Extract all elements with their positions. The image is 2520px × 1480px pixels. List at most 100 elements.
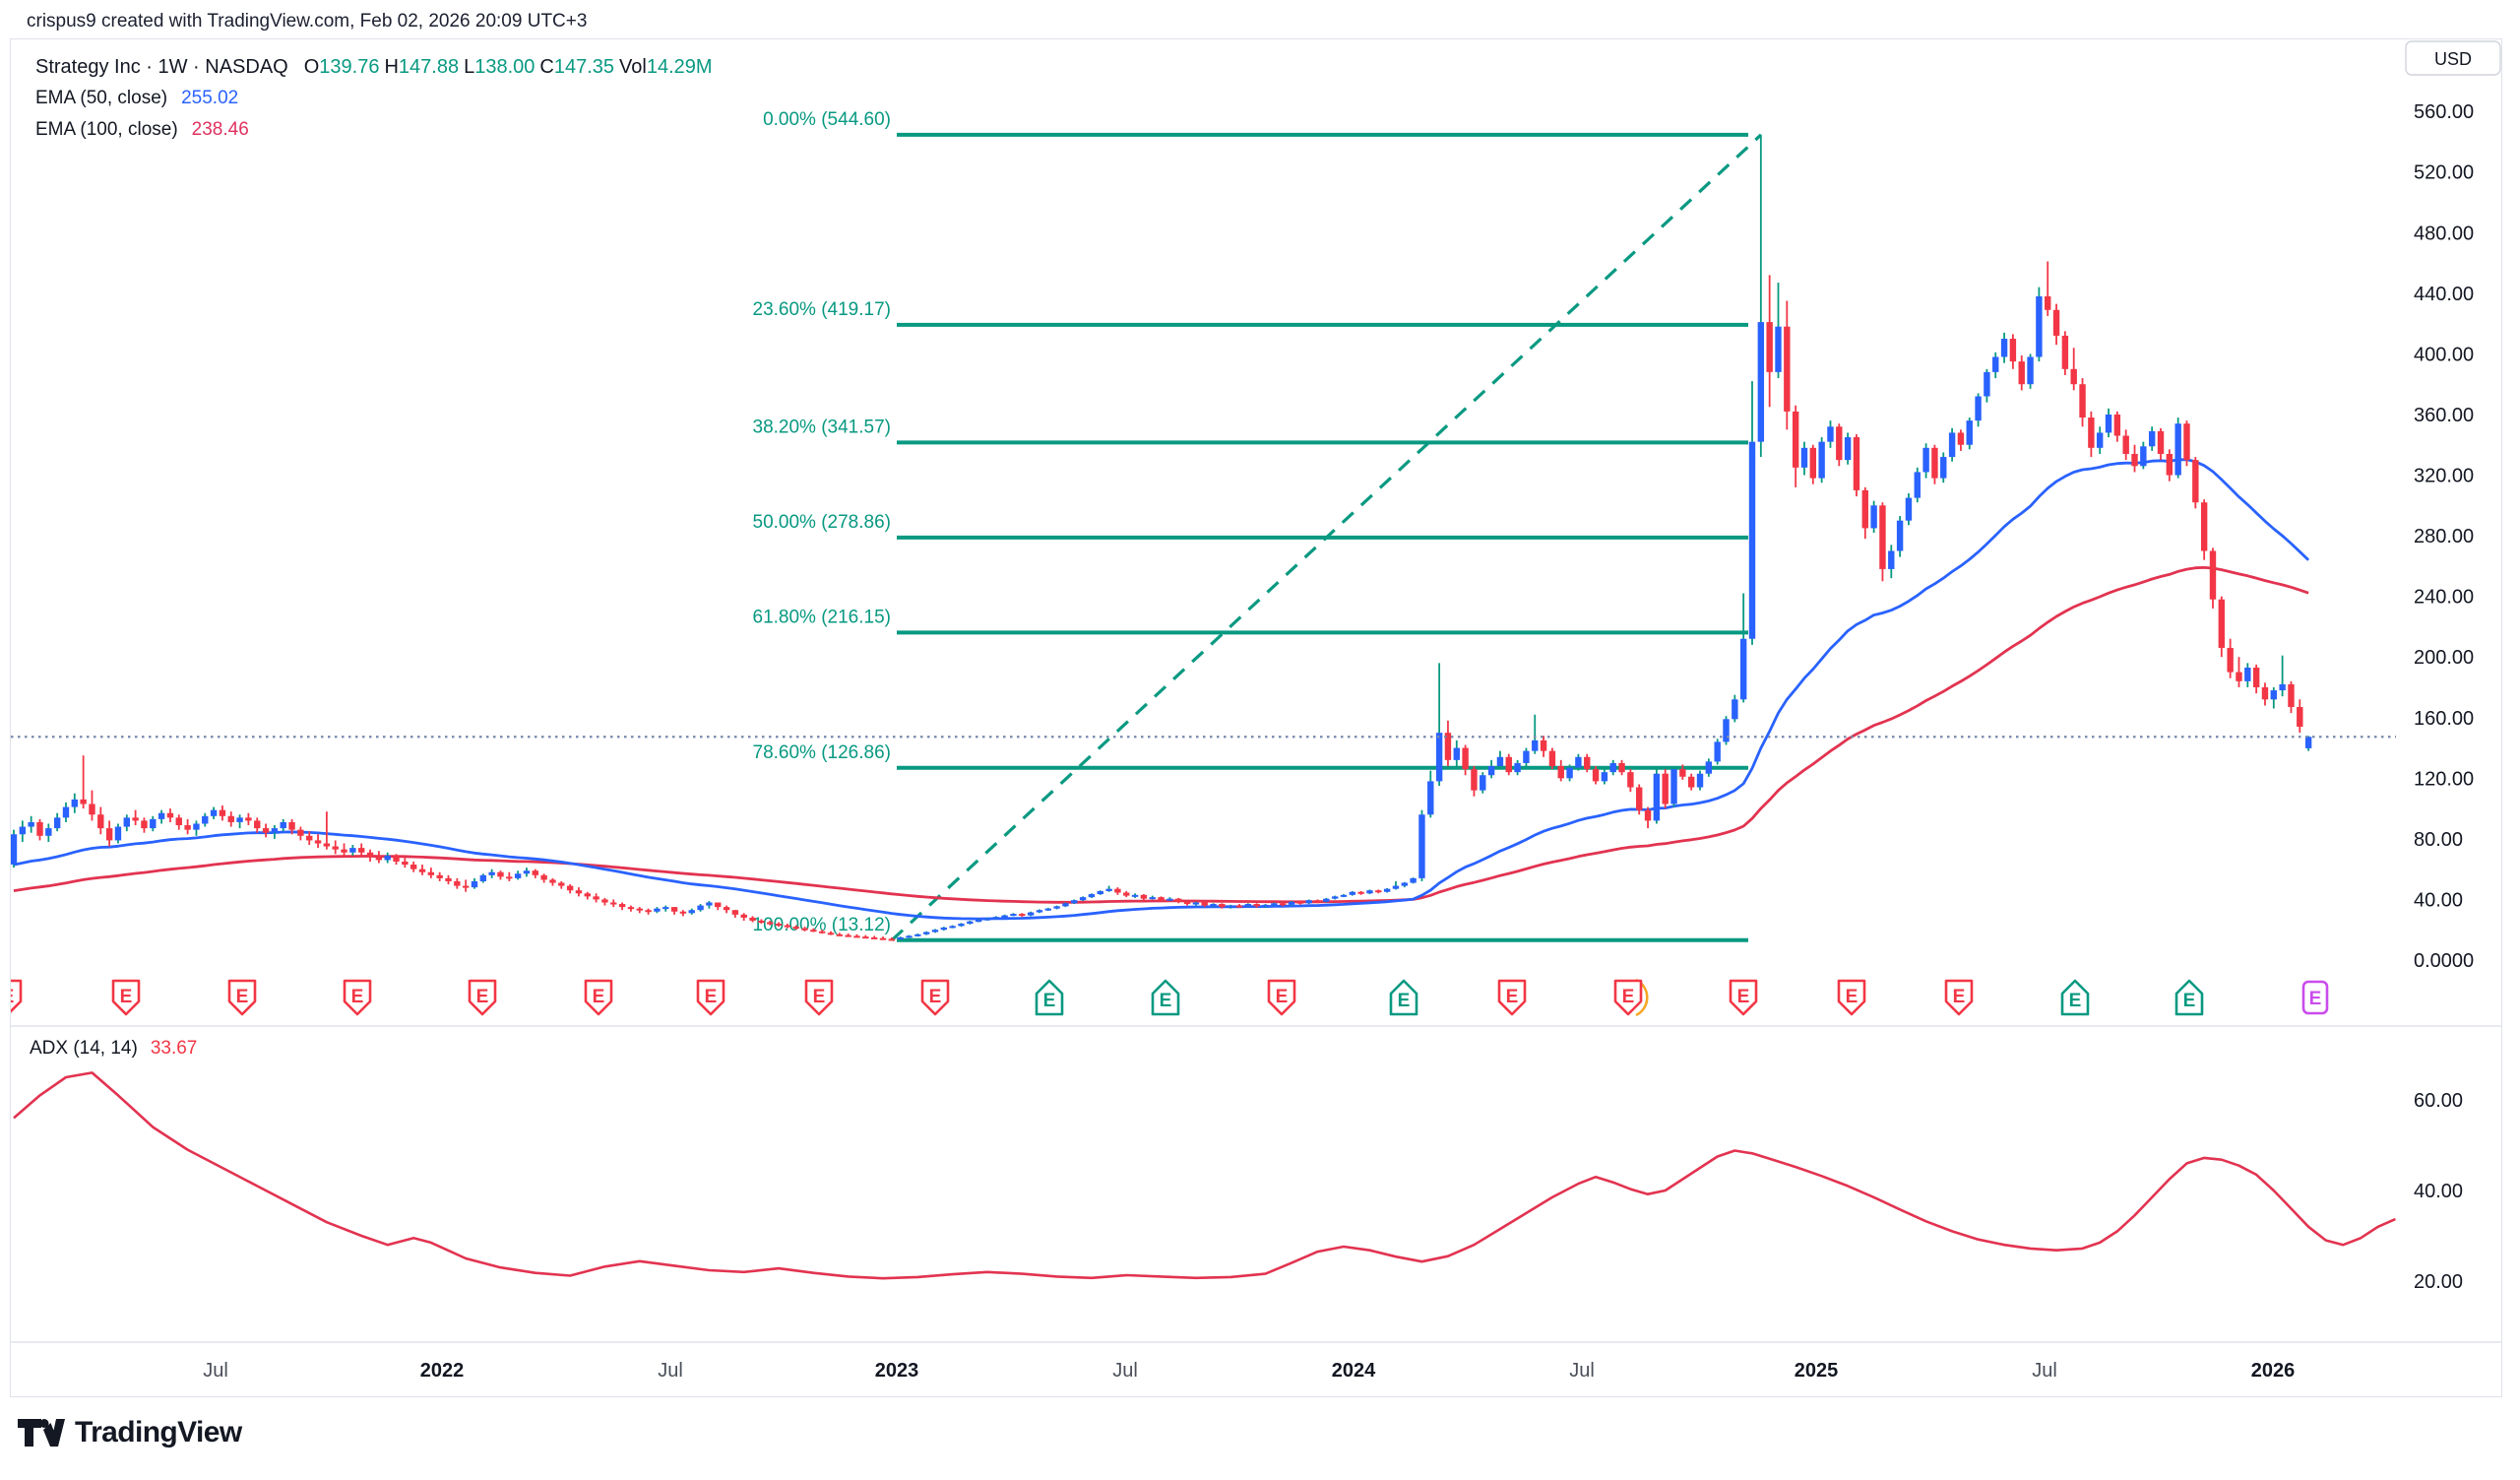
candle-body (393, 855, 400, 862)
chart-card (10, 38, 2502, 1397)
candle-body (1496, 756, 1504, 767)
currency-chip[interactable] (2405, 40, 2501, 76)
earnings-badge[interactable]: E (1837, 979, 1866, 1016)
earnings-badge-letter: E (1398, 991, 1411, 1011)
candle-body (366, 852, 374, 858)
candle-body (1088, 894, 1096, 898)
earnings-badge-letter: E (236, 987, 249, 1007)
adx-legend-row[interactable]: ADX (14, 14) 33.67 (30, 1038, 197, 1060)
tradingview-logo-icon (18, 1419, 65, 1447)
candle-body (1019, 914, 1026, 917)
candle-body (175, 817, 182, 826)
candle-body (2157, 430, 2165, 454)
earnings-badge-letter: E (593, 987, 605, 1007)
ema50-legend-row[interactable]: EMA (50, close) 255.02 (35, 83, 713, 114)
candle-body (28, 821, 34, 827)
earnings-badge[interactable]: E (111, 979, 141, 1016)
earnings-badge[interactable]: E (2174, 979, 2204, 1016)
candle-body (845, 934, 851, 937)
adx-pane[interactable] (13, 1071, 2396, 1280)
earnings-badge[interactable]: E (343, 979, 372, 1016)
candle-body (1679, 769, 1686, 777)
earnings-badge[interactable]: E (584, 979, 613, 1016)
symbol-legend-row[interactable]: Strategy Inc · 1W · NASDAQ O 139.76 H 147.… (35, 51, 713, 83)
ema50-label: EMA (50, close) (35, 88, 168, 108)
candle-body (384, 855, 391, 861)
candle-body (19, 826, 27, 835)
candle-body (818, 931, 826, 933)
earnings-badge[interactable]: E (468, 979, 497, 1016)
earnings-badge[interactable]: E (920, 979, 950, 1016)
earnings-badge[interactable]: E (1267, 979, 1296, 1016)
earnings-badge[interactable]: E (1613, 978, 1649, 1017)
adx-line (13, 1071, 2396, 1280)
time-axis-label: 2022 (420, 1360, 465, 1382)
candle-body (2113, 414, 2121, 436)
candle-body (758, 920, 765, 923)
candle-body (2252, 667, 2260, 687)
candle-body (1183, 901, 1191, 905)
candle-body (827, 933, 835, 935)
earnings-badge[interactable]: E (1035, 979, 1064, 1016)
candle-body (36, 821, 43, 836)
candle-body (71, 799, 79, 807)
candle-body (1471, 769, 1478, 791)
candle-body (1027, 912, 1035, 916)
candle-body (45, 828, 52, 836)
candle-body (1636, 787, 1643, 810)
candle-body (1062, 903, 1069, 907)
candle-body (132, 817, 139, 821)
candle-body (1557, 766, 1564, 779)
candle-body (1696, 773, 1704, 788)
earnings-badge[interactable]: E (1389, 979, 1418, 1016)
candle-body (679, 911, 687, 914)
candle-body (1296, 901, 1304, 904)
candle-body (62, 806, 70, 818)
candle-body (306, 835, 313, 841)
earnings-badge-letter: E (813, 987, 826, 1007)
candle-body (740, 914, 747, 918)
price-pane[interactable]: 0.00% (544.60) 23.60% (419.17) 38.20% (341… (0, 109, 2396, 1017)
earnings-badge[interactable]: E (227, 979, 257, 1016)
price-axis[interactable]: USD 560.00 520.00 480.00 440.00 400.00 360.00 3… (2405, 40, 2501, 1293)
candle-body (1505, 756, 1512, 773)
candle-body (1235, 905, 1243, 908)
earnings-badge[interactable]: E (1497, 979, 1527, 1016)
candle-body (949, 926, 956, 929)
fib-level-label-3: 50.00% (278.86) (753, 512, 892, 533)
candle-body (1097, 890, 1103, 895)
candle-body (1140, 894, 1148, 899)
candle-body (184, 825, 191, 830)
earnings-badge-shape (2060, 979, 2090, 1016)
high-label: H (384, 55, 399, 78)
earnings-badge[interactable]: E (1944, 979, 1974, 1016)
time-axis[interactable]: Jul 2022 Jul 2023 Jul 2024 Jul 2025 Jul 2026 (203, 1360, 2295, 1382)
candle-body (97, 814, 104, 829)
candle-body (1114, 888, 1121, 893)
candle-body (888, 938, 896, 941)
earnings-badge-shape (468, 979, 497, 1016)
candle-body (1166, 898, 1173, 901)
candle-body (662, 907, 669, 910)
fib-level-label-1: 23.60% (419.17) (753, 299, 892, 320)
earnings-badge[interactable]: E (1729, 979, 1758, 1016)
candle-body (1444, 733, 1452, 760)
candle-body (123, 817, 130, 827)
candle-body (80, 799, 87, 804)
earnings-badge[interactable]: E (1151, 979, 1180, 1016)
tradingview-logo[interactable]: TradingView (17, 1416, 242, 1449)
earnings-badge[interactable]: E (2060, 979, 2090, 1016)
earnings-badge[interactable]: E (696, 979, 725, 1016)
earnings-badge[interactable]: E (804, 979, 834, 1016)
earnings-badge[interactable]: E (0, 979, 23, 1014)
candle-body (906, 935, 913, 938)
earnings-badge[interactable]: E (2301, 980, 2329, 1015)
candle-body (1418, 814, 1425, 878)
time-axis-label: Jul (1112, 1360, 1138, 1382)
ema100-legend-row[interactable]: EMA (100, close) 238.46 (35, 114, 713, 146)
candle-body (1001, 915, 1008, 918)
candle-body (670, 907, 678, 912)
candle-body (1366, 890, 1373, 894)
candle-body (1392, 885, 1400, 889)
